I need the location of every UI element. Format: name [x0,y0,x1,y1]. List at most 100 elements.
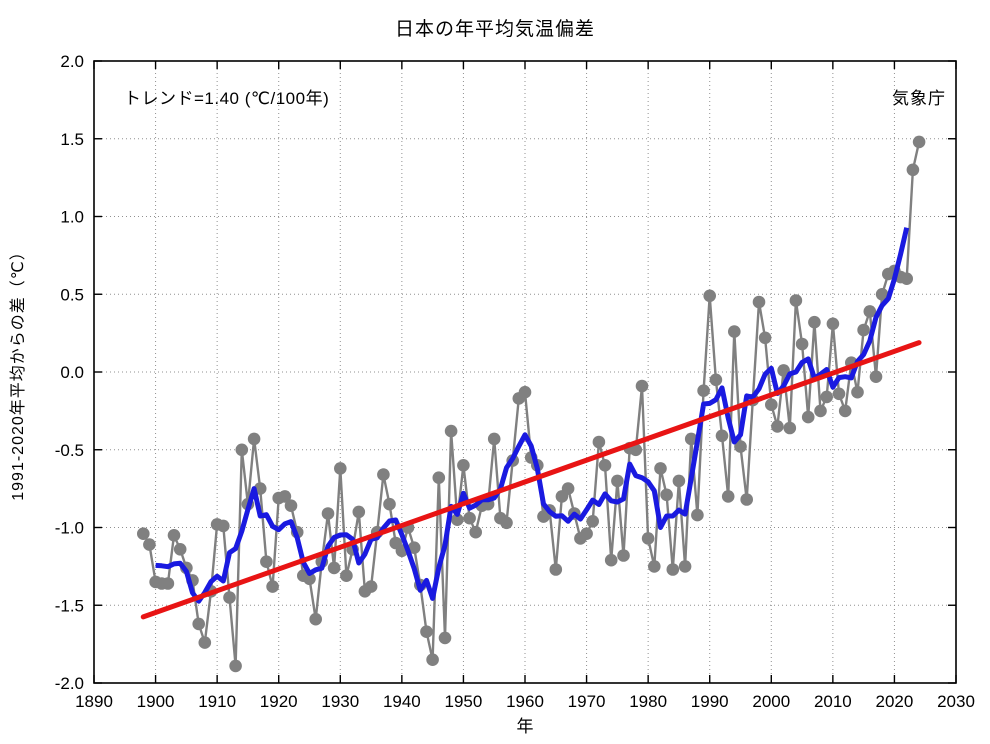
data-point [906,163,920,177]
data-point [303,572,316,586]
data-point [660,488,673,502]
data-point [838,404,852,418]
x-tick-label: 1920 [260,692,298,711]
x-tick-label: 1940 [383,692,421,711]
data-point [721,490,735,503]
data-point [137,527,150,540]
data-point [900,272,913,286]
data-point [771,420,784,433]
y-tick-label: 0.0 [60,363,84,382]
data-point [451,513,464,526]
data-point [666,563,680,576]
data-point [869,370,883,384]
data-point [561,482,575,495]
data-point [814,404,827,418]
y-tick-label: -1.0 [55,519,84,538]
x-tick-label: 1890 [75,692,113,711]
data-point [469,525,483,539]
data-point [641,532,655,545]
data-point [457,459,470,472]
data-point [463,511,476,525]
data-point [327,561,341,575]
x-tick-label: 1930 [321,692,359,711]
data-point [518,385,532,399]
x-tick-label: 1910 [198,692,236,711]
data-point [235,443,249,457]
data-point [857,323,870,337]
data-point [808,315,821,329]
data-point [826,317,840,331]
data-point [549,563,563,576]
x-tick-label: 2010 [814,692,852,711]
data-point [851,385,864,399]
y-tick-label: 1.0 [60,208,84,227]
data-point [173,543,187,556]
data-point [783,421,797,435]
data-point [383,497,396,511]
data-point [278,490,292,503]
data-point [604,553,618,567]
x-tick-label: 1960 [506,692,544,711]
data-point [648,560,661,573]
x-tick-label: 1990 [691,692,729,711]
data-point [198,636,212,649]
data-point [217,519,230,533]
data-point [875,288,889,301]
data-point [223,591,236,604]
annual-line [142,141,921,668]
data-point [635,379,649,393]
data-point [432,471,446,485]
y-tick-label: 2.0 [60,52,84,71]
data-point [765,398,778,412]
data-point [266,580,279,593]
trend-line [140,340,922,620]
data-point [309,612,323,626]
data-point [654,462,667,475]
data-point [407,541,421,554]
y-tick-label: -1.5 [55,596,84,615]
x-tick-label: 2020 [876,692,914,711]
data-point [598,459,612,472]
data-point [161,577,175,590]
data-point [364,580,378,593]
data-point [340,569,353,582]
data-point [734,440,747,453]
data-point [487,432,501,446]
x-tick-label: 2030 [937,692,975,711]
data-point [260,555,273,568]
data-point [167,529,181,542]
data-point [715,429,729,443]
data-point [832,387,846,401]
data-point [728,325,741,338]
data-point [912,135,926,149]
data-point [758,331,772,345]
moving-average-line [155,227,910,604]
data-point [500,516,513,530]
data-point [740,493,753,506]
data-point [580,527,593,540]
data-point [703,289,716,303]
data-point [438,631,452,645]
data-point [586,515,599,528]
data-point [678,560,692,573]
agency-label: 気象庁 [892,89,946,108]
data-point [629,443,643,457]
data-point [229,659,242,673]
data-point [672,474,686,488]
data-point [377,468,390,481]
x-tick-label: 1970 [568,692,606,711]
data-point [691,508,704,522]
data-point [752,295,766,309]
data-point [420,625,433,638]
x-tick-label: 2000 [752,692,790,711]
data-point [684,432,698,446]
data-point [334,462,347,475]
data-point [820,390,833,404]
y-tick-label: 0.5 [60,285,84,304]
data-point [321,507,335,520]
x-tick-label: 1900 [137,692,175,711]
data-point [801,410,815,424]
data-point [426,653,439,666]
